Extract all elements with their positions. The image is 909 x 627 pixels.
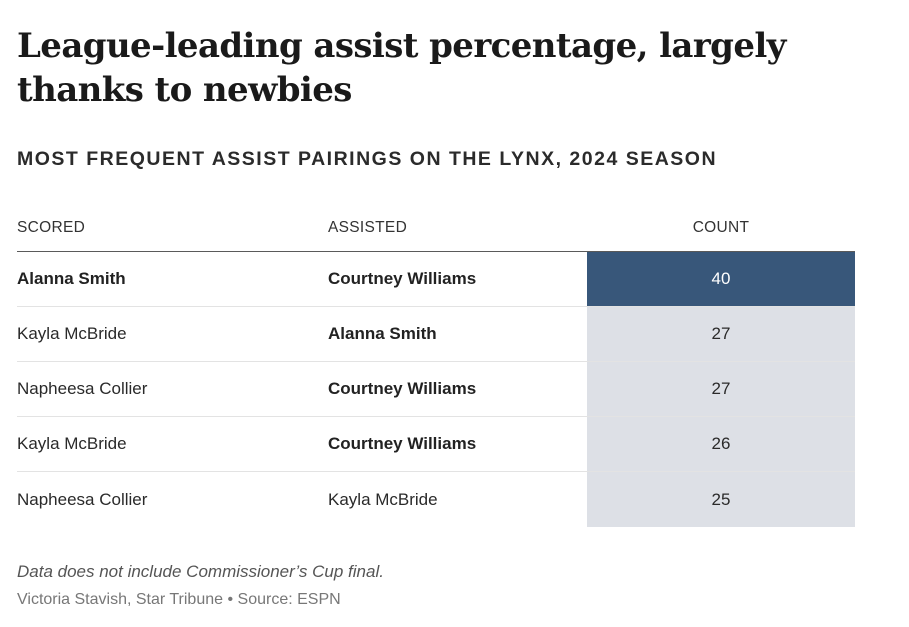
table-row: Kayla McBride Courtney Williams 26 <box>17 417 855 472</box>
cell-scored: Napheesa Collier <box>17 379 148 398</box>
cell-assisted: Alanna Smith <box>328 324 437 343</box>
credit-line: Victoria Stavish, Star Tribune • Source:… <box>17 591 341 608</box>
cell-scored: Alanna Smith <box>17 269 126 288</box>
cell-scored: Napheesa Collier <box>17 489 148 509</box>
table-body: Alanna Smith Courtney Williams 40 Kayla McB… <box>17 252 855 527</box>
chart-subtitle: MOST FREQUENT ASSIST PAIRINGS ON THE LYN… <box>17 148 718 170</box>
cell-count: 27 <box>587 362 855 416</box>
cell-count: 26 <box>587 417 855 471</box>
cell-count: 40 <box>587 252 855 306</box>
footnotes: Data does not include Commissioner’s Cup… <box>17 562 384 609</box>
cell-scored: Kayla McBride <box>17 434 127 453</box>
table-row: Alanna Smith Courtney Williams 40 <box>17 252 855 307</box>
table-header: SCORED ASSISTED COUNT <box>17 212 855 252</box>
column-header-scored: SCORED <box>17 219 86 236</box>
table-row: Kayla McBride Alanna Smith 27 <box>17 307 855 362</box>
headline: League-leading assist percentage, largel… <box>17 26 786 110</box>
cell-count: 25 <box>587 472 855 527</box>
column-header-assisted: ASSISTED <box>328 219 408 236</box>
cell-assisted: Courtney Williams <box>328 434 477 453</box>
cell-assisted: Courtney Williams <box>328 379 477 398</box>
table-row: Napheesa Collier Kayla McBride 25 <box>17 472 855 527</box>
table-row: Napheesa Collier Courtney Williams 27 <box>17 362 855 417</box>
data-note: Data does not include Commissioner’s Cup… <box>17 562 384 581</box>
cell-scored: Kayla McBride <box>17 324 127 343</box>
cell-assisted: Kayla McBride <box>328 489 438 509</box>
assist-pairings-table: SCORED ASSISTED COUNT Alanna Smith Courtn… <box>17 212 855 527</box>
cell-count: 27 <box>587 307 855 361</box>
cell-assisted: Courtney Williams <box>328 269 477 288</box>
column-header-count: COUNT <box>692 219 750 236</box>
